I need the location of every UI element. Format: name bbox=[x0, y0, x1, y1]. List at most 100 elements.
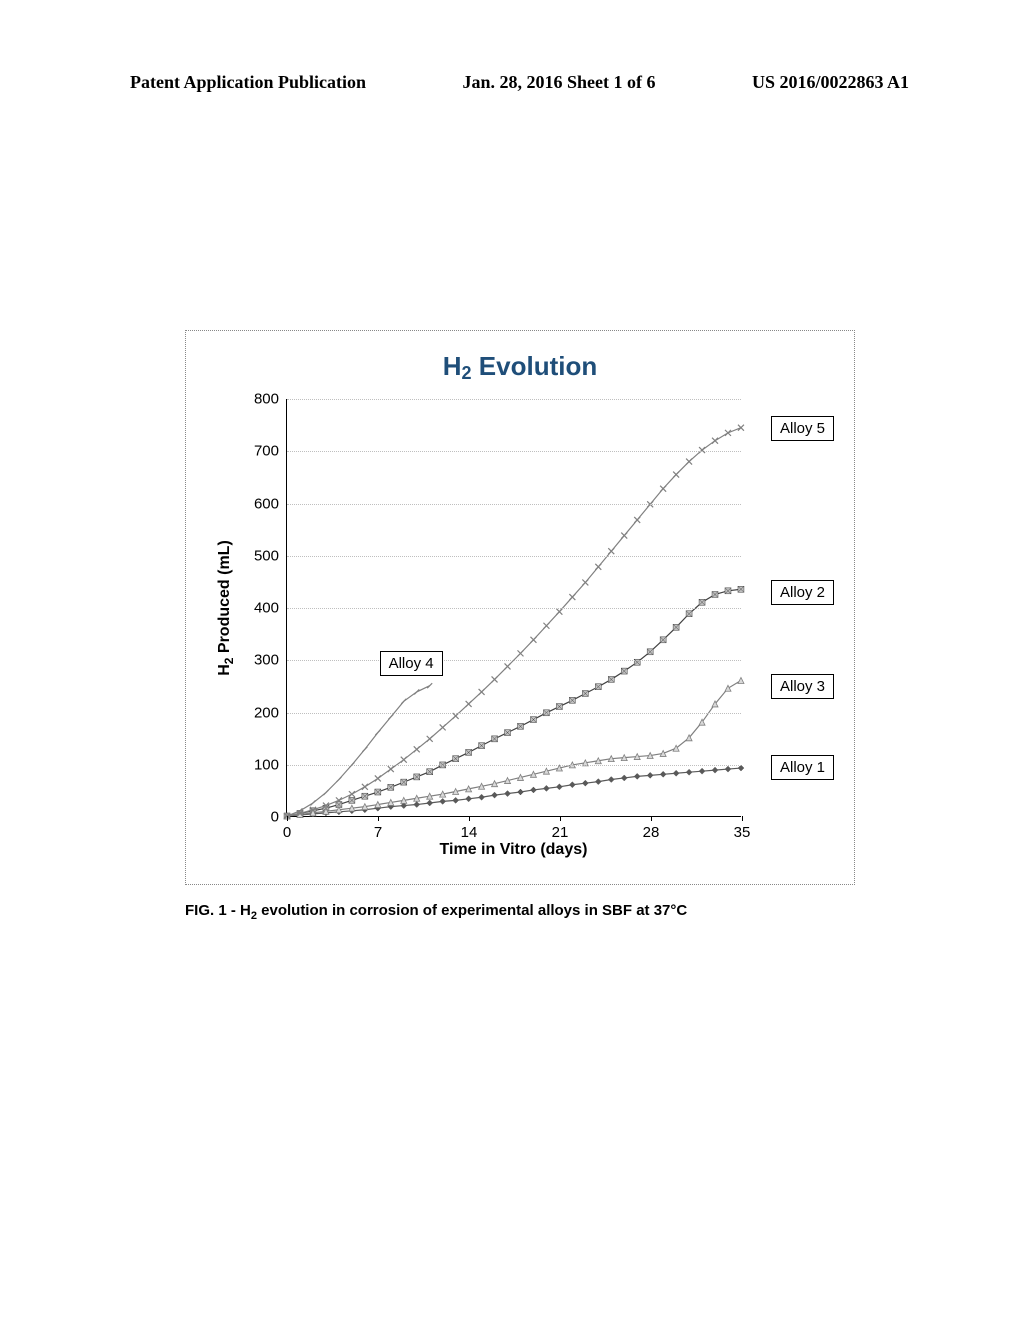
series-marker-alloy4 bbox=[414, 689, 419, 694]
series-marker-alloy4 bbox=[310, 800, 315, 805]
chart-title-suffix: Evolution bbox=[472, 351, 598, 381]
y-tick-label: 200 bbox=[254, 704, 287, 721]
series-marker-alloy1 bbox=[621, 775, 627, 781]
y-tick-label: 700 bbox=[254, 443, 287, 460]
series-marker-alloy1 bbox=[569, 782, 575, 788]
series-marker-alloy4 bbox=[323, 790, 328, 795]
series-marker-alloy5 bbox=[492, 676, 498, 682]
series-marker-alloy2 bbox=[401, 779, 407, 785]
series-marker-alloy2 bbox=[582, 691, 588, 697]
y-tick-label: 400 bbox=[254, 600, 287, 617]
y-tick-label: 500 bbox=[254, 547, 287, 564]
y-tick-label: 100 bbox=[254, 756, 287, 773]
x-tick-label: 21 bbox=[552, 816, 569, 841]
series-marker-alloy2 bbox=[608, 676, 614, 682]
series-marker-alloy1 bbox=[647, 772, 653, 778]
x-tick-label: 7 bbox=[374, 816, 382, 841]
series-marker-alloy1 bbox=[712, 767, 718, 773]
series-line-alloy5 bbox=[287, 428, 741, 816]
series-marker-alloy5 bbox=[401, 757, 407, 763]
series-marker-alloy2 bbox=[388, 784, 394, 790]
series-marker-alloy2 bbox=[660, 637, 666, 643]
x-tick-label: 35 bbox=[734, 816, 751, 841]
series-marker-alloy5 bbox=[388, 766, 394, 772]
series-marker-alloy2 bbox=[556, 704, 562, 710]
legend-alloy3: Alloy 3 bbox=[771, 674, 834, 699]
series-marker-alloy5 bbox=[556, 609, 562, 615]
series-marker-alloy1 bbox=[440, 798, 446, 804]
grid-line bbox=[287, 608, 741, 609]
series-marker-alloy2 bbox=[466, 749, 472, 755]
legend-alloy4: Alloy 4 bbox=[380, 651, 443, 676]
series-marker-alloy1 bbox=[595, 779, 601, 785]
chart-title: H2 Evolution bbox=[186, 351, 854, 382]
series-marker-alloy5 bbox=[595, 564, 601, 570]
grid-line bbox=[287, 713, 741, 714]
series-marker-alloy5 bbox=[466, 701, 472, 707]
series-marker-alloy1 bbox=[414, 802, 420, 808]
y-tick-label: 300 bbox=[254, 652, 287, 669]
series-marker-alloy5 bbox=[712, 438, 718, 444]
series-marker-alloy5 bbox=[505, 663, 511, 669]
series-marker-alloy2 bbox=[375, 789, 381, 795]
series-marker-alloy2 bbox=[427, 769, 433, 775]
series-marker-alloy5 bbox=[725, 430, 731, 436]
series-marker-alloy1 bbox=[530, 787, 536, 793]
series-marker-alloy5 bbox=[375, 775, 381, 781]
series-marker-alloy1 bbox=[466, 796, 472, 802]
header-center: Jan. 28, 2016 Sheet 1 of 6 bbox=[463, 72, 656, 93]
series-marker-alloy5 bbox=[582, 579, 588, 585]
series-marker-alloy2 bbox=[712, 591, 718, 597]
series-marker-alloy1 bbox=[725, 766, 731, 772]
series-marker-alloy3 bbox=[738, 677, 744, 683]
header-left: Patent Application Publication bbox=[130, 72, 366, 93]
chart-title-prefix: H bbox=[443, 351, 462, 381]
series-marker-alloy2 bbox=[647, 649, 653, 655]
series-line-alloy3 bbox=[287, 680, 741, 816]
series-marker-alloy2 bbox=[673, 624, 679, 630]
y-axis-label: H2 Produced (mL) bbox=[216, 540, 236, 676]
series-marker-alloy2 bbox=[517, 723, 523, 729]
series-marker-alloy5 bbox=[453, 713, 459, 719]
grid-line bbox=[287, 504, 741, 505]
y-tick-label: 800 bbox=[254, 391, 287, 408]
series-marker-alloy5 bbox=[479, 689, 485, 695]
grid-line bbox=[287, 556, 741, 557]
series-marker-alloy5 bbox=[427, 736, 433, 742]
series-marker-alloy5 bbox=[608, 548, 614, 554]
series-marker-alloy1 bbox=[686, 769, 692, 775]
series-marker-alloy1 bbox=[556, 784, 562, 790]
grid-line bbox=[287, 399, 741, 400]
series-marker-alloy4 bbox=[427, 683, 432, 688]
series-marker-alloy1 bbox=[479, 794, 485, 800]
series-marker-alloy1 bbox=[453, 797, 459, 803]
series-marker-alloy5 bbox=[543, 623, 549, 629]
chart-container: H2 Evolution H2 Produced (mL) 0100200300… bbox=[185, 330, 855, 885]
series-marker-alloy2 bbox=[453, 756, 459, 762]
series-marker-alloy5 bbox=[569, 594, 575, 600]
series-marker-alloy5 bbox=[349, 791, 355, 797]
series-marker-alloy2 bbox=[530, 717, 536, 723]
series-marker-alloy2 bbox=[505, 730, 511, 736]
y-tick-label: 600 bbox=[254, 495, 287, 512]
figure-caption: FIG. 1 - H2 evolution in corrosion of ex… bbox=[185, 902, 687, 922]
series-marker-alloy2 bbox=[492, 736, 498, 742]
plot-area: 01002003004005006007008000714212835 bbox=[286, 399, 741, 817]
series-marker-alloy5 bbox=[517, 650, 523, 656]
legend-alloy5: Alloy 5 bbox=[771, 416, 834, 441]
chart-title-sub: 2 bbox=[462, 363, 472, 383]
series-marker-alloy1 bbox=[427, 800, 433, 806]
series-marker-alloy5 bbox=[414, 746, 420, 752]
legend-alloy1: Alloy 1 bbox=[771, 755, 834, 780]
grid-line bbox=[287, 765, 741, 766]
series-marker-alloy4 bbox=[362, 747, 367, 752]
series-marker-alloy1 bbox=[634, 773, 640, 779]
series-marker-alloy2 bbox=[349, 797, 355, 803]
series-marker-alloy1 bbox=[660, 771, 666, 777]
series-marker-alloy5 bbox=[686, 459, 692, 465]
series-marker-alloy1 bbox=[608, 777, 614, 783]
series-marker-alloy4 bbox=[375, 730, 380, 735]
series-marker-alloy5 bbox=[440, 724, 446, 730]
x-axis-label: Time in Vitro (days) bbox=[286, 841, 741, 859]
series-marker-alloy5 bbox=[660, 486, 666, 492]
